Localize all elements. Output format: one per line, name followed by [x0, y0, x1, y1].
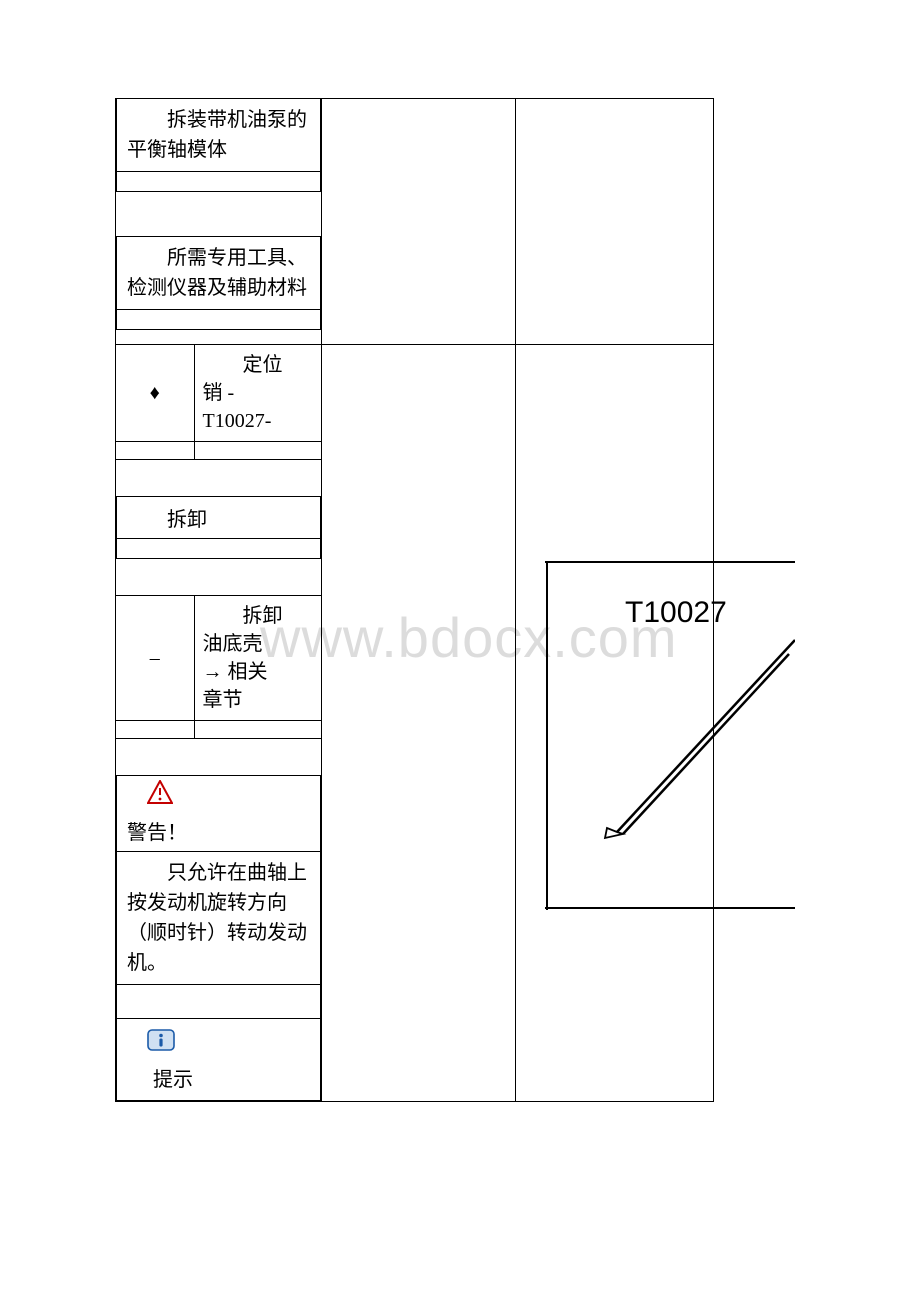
tool-bullet: ♦	[116, 345, 194, 442]
cell-mid-2	[322, 344, 516, 1101]
tool-figure: T10027	[545, 560, 795, 910]
warning-gap	[117, 985, 320, 1019]
warning-triangle-icon	[147, 780, 173, 804]
step-line2: 油底壳	[203, 630, 314, 658]
empty	[116, 720, 194, 738]
section2-title: 所需专用工具、检测仪器及辅助材料	[127, 243, 310, 303]
tool-line1: 定位	[203, 351, 314, 379]
tool-table: ♦ 定位 销 - T10027-	[116, 345, 321, 460]
spacer	[116, 559, 321, 595]
section1-empty	[116, 172, 321, 192]
cell-section1: 拆装带机油泵的平衡轴模体 所需专用工具、检测仪器及辅助材料	[116, 99, 322, 331]
spacer	[116, 460, 321, 496]
warning-box: 警告！ 只允许在曲轴上按发动机旋转方向（顺时针）转动发动机。 提示	[116, 775, 321, 1101]
empty	[194, 441, 321, 459]
empty	[116, 441, 194, 459]
tool-line3: T10027-	[203, 407, 314, 435]
cell-right-1	[516, 99, 714, 331]
step-line3: → 相关	[203, 658, 314, 686]
info-icon	[147, 1029, 175, 1051]
step-bullet: –	[116, 595, 194, 720]
cell-mid-1	[322, 99, 516, 331]
section1-title-box: 拆装带机油泵的平衡轴模体	[116, 99, 321, 172]
tool-figure-label: T10027	[625, 596, 727, 629]
step-line1: 拆卸	[203, 602, 314, 630]
section2-empty	[116, 310, 321, 330]
tool-line2: 销 -	[203, 379, 314, 407]
section2-title-box: 所需专用工具、检测仪器及辅助材料	[116, 236, 321, 310]
step-text-cell: 拆卸 油底壳 → 相关 章节	[194, 595, 321, 720]
tool-label-cell: 定位 销 - T10027-	[194, 345, 321, 442]
gap-cell	[116, 330, 322, 344]
info-label: 提示	[117, 1063, 320, 1100]
warning-text: 只允许在曲轴上按发动机旋转方向（顺时针）转动发动机。	[117, 851, 320, 985]
spacer	[116, 192, 321, 236]
cell-left-main: ♦ 定位 销 - T10027- 拆卸	[116, 344, 322, 1101]
gap-cell	[322, 330, 516, 344]
step-table: – 拆卸 油底壳 → 相关 章节	[116, 595, 321, 739]
section3-title: 拆卸	[117, 497, 320, 538]
warning-label: 警告！	[117, 814, 320, 851]
section3-empty	[116, 539, 321, 559]
empty	[194, 720, 321, 738]
section3-box: 拆卸	[116, 496, 321, 539]
spacer	[116, 739, 321, 775]
step-line4: 章节	[203, 686, 314, 714]
gap-cell	[516, 330, 714, 344]
section1-title: 拆装带机油泵的平衡轴模体	[127, 105, 310, 165]
